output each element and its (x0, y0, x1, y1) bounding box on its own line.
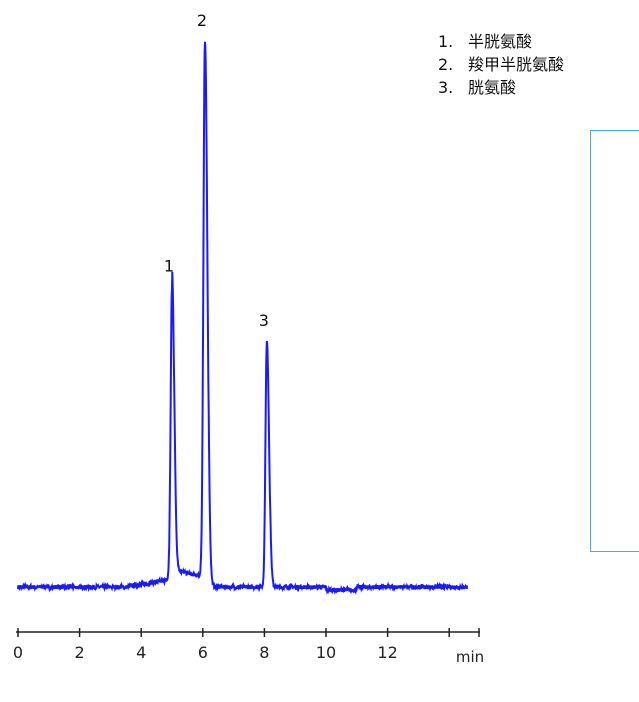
peak-label-2: 2 (197, 11, 207, 30)
chromatogram-trace (17, 41, 469, 595)
highlight-box (590, 130, 639, 552)
x-tick-label: 12 (377, 643, 397, 662)
x-tick-label: 4 (136, 643, 146, 662)
legend-name: 羧甲半胱氨酸 (468, 55, 565, 74)
legend-name: 半胱氨酸 (468, 32, 533, 51)
legend-num: 2. (438, 55, 454, 74)
legend-num: 3. (438, 78, 454, 97)
x-tick-label: 0 (13, 643, 23, 662)
x-axis: 0 2 4 6 8 10 12 min (13, 628, 484, 666)
legend-num: 1. (438, 32, 454, 51)
peak-label-3: 3 (259, 311, 269, 330)
peak-label-1: 1 (164, 256, 174, 275)
legend-item-2: 2. 羧甲半胱氨酸 (438, 53, 564, 76)
x-tick-label: 2 (75, 643, 85, 662)
legend-item-1: 1. 半胱氨酸 (438, 30, 564, 53)
x-tick-label: 10 (316, 643, 336, 662)
legend-name: 胱氨酸 (468, 78, 517, 97)
x-axis-label: min (456, 648, 484, 666)
x-tick-label: 8 (259, 643, 269, 662)
legend: 1. 半胱氨酸 2. 羧甲半胱氨酸 3. 胱氨酸 (438, 30, 564, 99)
x-tick-label: 6 (198, 643, 208, 662)
legend-item-3: 3. 胱氨酸 (438, 76, 564, 99)
